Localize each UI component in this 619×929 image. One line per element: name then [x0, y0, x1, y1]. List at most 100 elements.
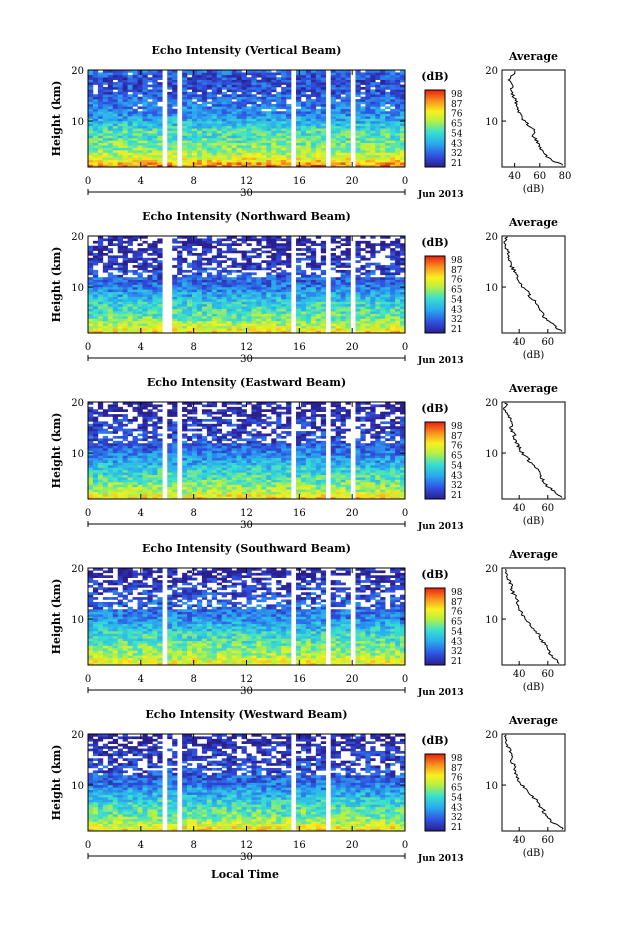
heatmap-cell — [286, 308, 292, 312]
heatmap-cell — [236, 294, 242, 297]
heatmap-cell — [330, 238, 336, 242]
heatmap-cell — [385, 154, 391, 158]
heatmap-cell — [137, 99, 143, 102]
heatmap-cell — [88, 318, 94, 322]
heatmap-cell — [400, 262, 406, 266]
heatmap-cell — [102, 70, 109, 73]
heatmap-cell — [88, 99, 94, 102]
heatmap-cell — [241, 238, 247, 242]
heatmap-cell — [390, 74, 396, 78]
heatmap-cell — [360, 267, 366, 271]
heatmap-cell — [187, 86, 193, 90]
heatmap-cell — [157, 323, 163, 327]
heatmap-cell — [112, 469, 119, 473]
heatmap-cell — [320, 279, 327, 283]
heatmap-cell — [276, 279, 282, 283]
heatmap-cell — [88, 120, 94, 124]
heatmap-cell — [226, 162, 232, 165]
heatmap-cell — [355, 248, 361, 251]
heatmap-cell — [97, 103, 104, 107]
heatmap-cell — [221, 111, 227, 114]
heatmap-cell — [92, 455, 99, 459]
heatmap-cell — [107, 157, 114, 161]
heatmap-cell — [142, 308, 148, 312]
heatmap-cell — [315, 70, 322, 73]
heatmap-cell — [142, 318, 148, 322]
heatmap-cell — [92, 120, 99, 124]
heatmap-cell — [192, 133, 198, 136]
heatmap-cell — [251, 330, 257, 334]
heatmap-cell — [236, 77, 242, 80]
heatmap-cell — [385, 164, 391, 168]
heatmap-cell — [152, 284, 158, 288]
heatmap-cell — [107, 84, 114, 88]
heatmap-cell — [187, 84, 193, 88]
heatmap-cell — [206, 325, 213, 329]
heatmap-cell — [206, 106, 213, 110]
heatmap-cell — [206, 86, 213, 90]
heatmap-cell — [300, 301, 307, 305]
heatmap-cell — [137, 255, 143, 259]
heatmap-cell — [345, 77, 351, 80]
heatmap-cell — [112, 101, 119, 105]
heatmap-cell — [340, 279, 346, 283]
heatmap-cell — [276, 306, 282, 310]
heatmap-cell — [177, 301, 183, 305]
heatmap-cell — [127, 316, 133, 319]
heatmap-cell — [92, 411, 99, 415]
heatmap-cell — [355, 284, 361, 288]
heatmap-cell — [395, 282, 401, 285]
heatmap-cell — [281, 123, 287, 127]
heatmap-cell — [167, 448, 173, 451]
heatmap-cell — [355, 330, 361, 334]
heatmap-cell — [300, 236, 307, 239]
heatmap-cell — [122, 433, 128, 437]
heatmap-cell — [112, 82, 119, 85]
heatmap-cell — [335, 318, 341, 322]
heatmap-cell — [127, 162, 133, 165]
heatmap-cell — [137, 460, 143, 463]
heatmap-cell — [266, 101, 272, 105]
heatmap-cell — [305, 289, 312, 293]
heatmap-cell — [355, 79, 361, 83]
heatmap-cell — [256, 328, 262, 331]
heatmap-cell — [360, 311, 366, 314]
heatmap-cell — [122, 118, 128, 122]
heatmap-cell — [266, 125, 272, 129]
heatmap-cell — [211, 159, 218, 163]
heatmap-cell — [345, 94, 351, 97]
heatmap-cell — [172, 308, 178, 312]
heatmap-cell — [246, 262, 252, 266]
heatmap-cell — [390, 94, 396, 97]
heatmap-cell — [147, 128, 153, 131]
heatmap-cell — [182, 469, 188, 473]
heatmap-cell — [310, 262, 317, 266]
heatmap-cell — [390, 284, 396, 288]
heatmap-cell — [172, 291, 178, 295]
heatmap-cell — [370, 245, 376, 249]
heatmap-cell — [320, 272, 327, 276]
heatmap-cell — [206, 291, 213, 295]
heatmap-cell — [152, 91, 158, 95]
heatmap-cell — [92, 320, 99, 324]
heatmap-cell — [355, 277, 361, 280]
heatmap-cell — [97, 74, 104, 78]
heatmap-cell — [211, 164, 218, 168]
heatmap-cell — [157, 94, 163, 97]
heatmap-cell — [167, 96, 173, 100]
heatmap-cell — [102, 330, 109, 334]
heatmap-cell — [226, 250, 232, 254]
heatmap-cell — [286, 286, 292, 290]
heatmap-cell — [300, 303, 307, 307]
heatmap-cell — [88, 325, 94, 329]
heatmap-cell — [320, 137, 327, 141]
heatmap-cell — [310, 286, 317, 290]
heatmap-cell — [380, 108, 386, 112]
heatmap-cell — [236, 286, 242, 290]
heatmap-cell — [355, 299, 361, 302]
heatmap-cell — [127, 457, 133, 461]
heatmap-cell — [400, 152, 406, 156]
heatmap-cell — [330, 164, 336, 168]
heatmap-cell — [375, 313, 381, 317]
heatmap-cell — [196, 70, 203, 73]
